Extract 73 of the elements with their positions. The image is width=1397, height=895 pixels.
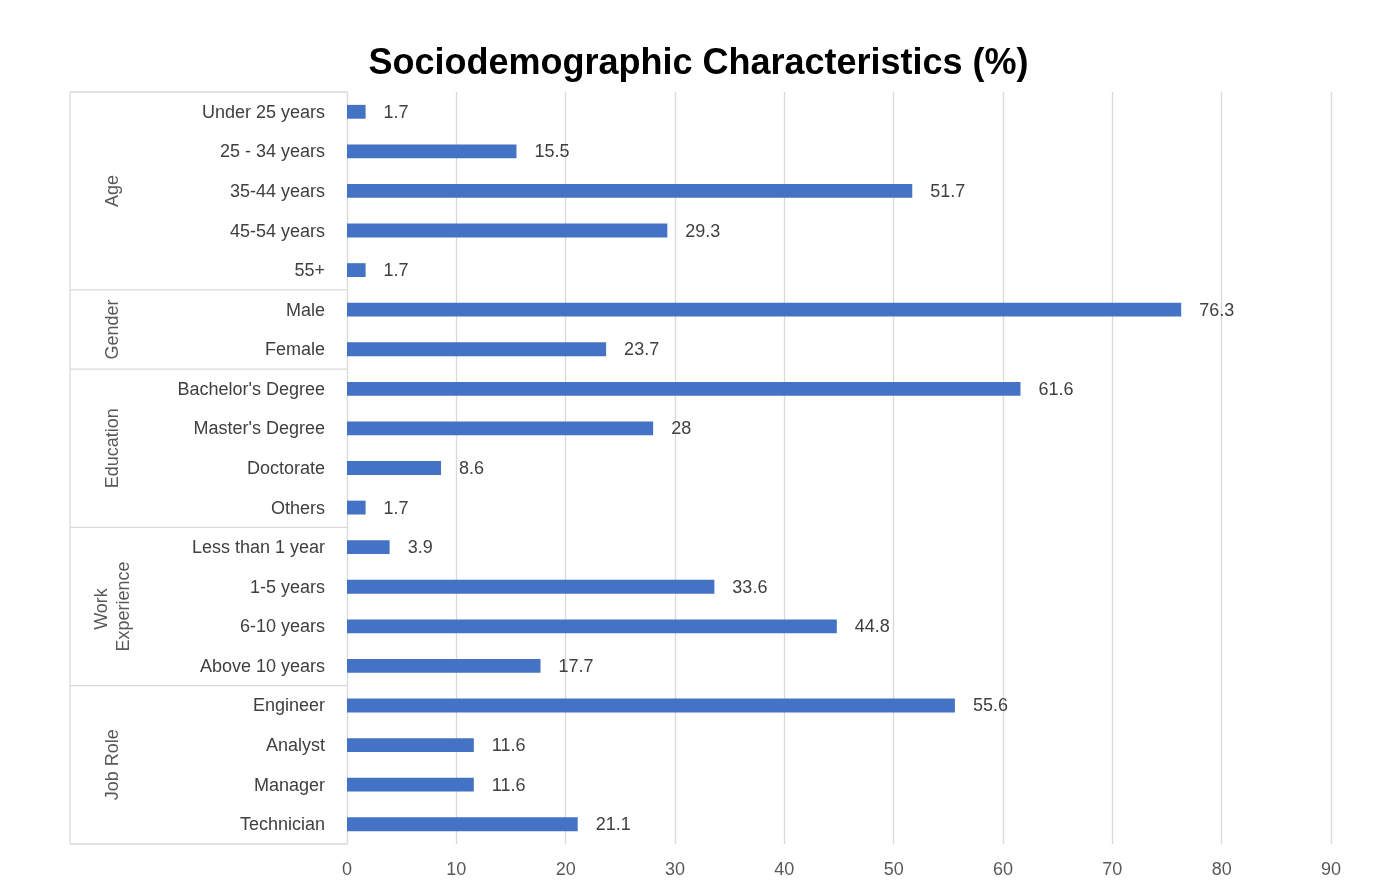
data-label: 21.1 xyxy=(595,814,631,835)
data-label: 29.3 xyxy=(685,220,721,241)
y-tick-label: Others xyxy=(270,497,325,518)
x-tick-label: 30 xyxy=(664,859,686,879)
text: Job Role xyxy=(102,729,122,801)
data-label: 8.6 xyxy=(459,458,485,478)
x-tick-label: 40 xyxy=(774,859,795,879)
y-tick-label: 45-54 years xyxy=(229,220,325,241)
y-tick-label: Bachelor's Degree xyxy=(177,378,325,399)
x-tick-label: 50 xyxy=(883,859,904,879)
bar xyxy=(347,144,517,159)
bar xyxy=(347,500,366,515)
y-tick-label: Less than 1 year xyxy=(191,537,325,558)
x-tick-label: 0 xyxy=(341,859,353,879)
bar xyxy=(347,302,1182,317)
data-label: 1.7 xyxy=(383,101,409,122)
data-label: 17.7 xyxy=(558,655,594,676)
bar xyxy=(347,461,442,475)
bar xyxy=(347,619,837,634)
bar xyxy=(347,104,366,119)
bar xyxy=(347,184,913,198)
y-tick-label: 25 - 34 years xyxy=(219,141,325,162)
data-label: 61.6 xyxy=(1038,378,1074,399)
y-tick-label: Engineer xyxy=(252,695,325,716)
data-label: 1.7 xyxy=(383,497,409,518)
bar xyxy=(347,223,668,238)
data-label: 15.5 xyxy=(534,141,570,162)
y-tick-label: 55+ xyxy=(294,260,325,281)
data-label: 11.6 xyxy=(491,735,526,756)
text: Gender xyxy=(102,299,122,360)
bar xyxy=(347,698,955,713)
text: Education xyxy=(102,408,122,489)
chart-title: Sociodemographic Characteristics (%) xyxy=(368,40,1029,82)
data-label: 11.6 xyxy=(491,774,526,795)
y-tick-label: Male xyxy=(285,299,325,320)
y-tick-label: Above 10 years xyxy=(199,655,325,676)
x-tick-label: 10 xyxy=(446,859,467,879)
y-tick-label: Under 25 years xyxy=(201,101,325,122)
x-tick-label: 70 xyxy=(1102,859,1123,879)
x-tick-label: 60 xyxy=(992,859,1014,879)
y-tick-label: 1-5 years xyxy=(249,576,325,597)
bar xyxy=(347,381,1021,396)
data-label: 23.7 xyxy=(624,339,660,360)
y-tick-label: Female xyxy=(264,339,325,360)
bar xyxy=(347,658,541,673)
bar xyxy=(347,777,474,792)
bar xyxy=(347,342,607,357)
y-tick-label: 6-10 years xyxy=(239,616,325,637)
data-label: 44.8 xyxy=(854,616,890,637)
y-tick-label: Analyst xyxy=(265,735,325,756)
data-label: 33.6 xyxy=(732,576,768,597)
bar xyxy=(347,579,715,594)
y-tick-label: 35-44 years xyxy=(229,180,325,201)
data-label: 28 xyxy=(671,418,692,439)
text: Work Experience xyxy=(91,561,133,652)
y-tick-label: Doctorate xyxy=(246,458,325,478)
y-tick-label: Technician xyxy=(239,814,325,835)
y-tick-label: Manager xyxy=(253,774,325,795)
data-label: 55.6 xyxy=(972,695,1008,716)
x-tick-label: 90 xyxy=(1320,859,1342,879)
bar xyxy=(347,738,474,752)
y-tick-label: Master's Degree xyxy=(193,418,325,439)
data-label: 51.7 xyxy=(930,180,966,201)
data-label: 76.3 xyxy=(1199,299,1235,320)
data-label: 1.7 xyxy=(383,260,409,281)
text: Age xyxy=(102,174,122,207)
data-label: 3.9 xyxy=(407,537,433,558)
bar xyxy=(347,421,654,436)
bar xyxy=(347,263,366,278)
x-tick-label: 80 xyxy=(1211,859,1232,879)
bar xyxy=(347,540,390,555)
bar xyxy=(347,817,578,832)
x-tick-label: 20 xyxy=(555,859,576,879)
